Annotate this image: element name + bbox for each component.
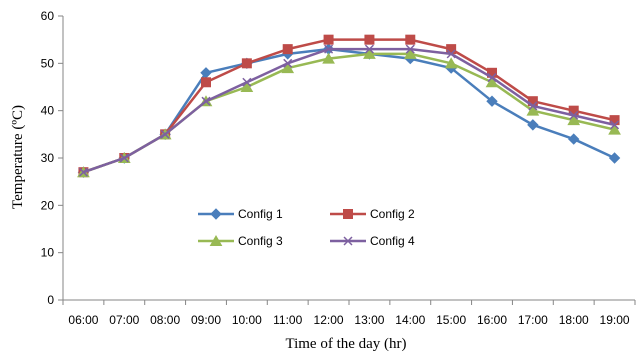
x-tick-label: 12:00 <box>314 313 344 327</box>
x-axis-title: Time of the day (hr) <box>285 336 406 352</box>
data-point-config-3 <box>322 52 335 64</box>
data-point-config-2 <box>241 58 252 69</box>
x-tick-label: 11:00 <box>273 313 302 327</box>
x-tick-label: 19:00 <box>600 313 630 327</box>
x-tick-label: 18:00 <box>559 313 589 327</box>
legend-label-config-4: Config 4 <box>370 234 415 248</box>
series-config-4 <box>78 44 620 177</box>
data-point-config-2 <box>282 44 293 55</box>
y-axis-title: Temperature (ºC) <box>10 105 26 209</box>
x-tick-labels: 06:00 07:00 08:00 09:00 10:00 11:00 12:00 13:00… <box>68 313 629 327</box>
data-point-config-3 <box>403 47 417 59</box>
series-config-1 <box>77 43 621 178</box>
data-point-config-4 <box>324 44 334 54</box>
data-point-config-4 <box>405 44 415 54</box>
data-point-config-3 <box>240 81 254 92</box>
data-point-config-1 <box>486 95 498 107</box>
data-point-config-2 <box>364 34 375 45</box>
data-point-config-3 <box>567 114 581 126</box>
y-tick-label: 10 <box>41 246 55 260</box>
series-group <box>77 34 621 178</box>
data-point-config-4 <box>364 44 374 54</box>
series-config-3 <box>77 47 621 178</box>
legend-marker-config-1 <box>210 208 222 220</box>
data-point-config-1 <box>608 152 621 164</box>
axes <box>58 15 636 305</box>
x-tick-label: 08:00 <box>150 313 180 327</box>
data-point-config-4 <box>569 110 579 120</box>
data-point-config-4 <box>487 73 497 83</box>
legend-label-config-3: Config 3 <box>238 234 283 248</box>
data-point-config-4 <box>119 153 129 163</box>
legend: Config 1 Config 2 Config 3 Config 4 <box>198 207 415 248</box>
x-tick-label: 10:00 <box>232 313 262 327</box>
data-point-config-2 <box>201 77 211 88</box>
legend-item-config-4: Config 4 <box>330 234 415 248</box>
data-point-config-4 <box>610 120 620 130</box>
legend-item-config-2: Config 2 <box>330 207 415 221</box>
data-point-config-4 <box>283 58 293 68</box>
data-point-config-3 <box>485 76 499 88</box>
x-tick-label: 09:00 <box>191 313 221 327</box>
x-tick-label: 16:00 <box>477 313 507 327</box>
data-point-config-4 <box>528 101 538 111</box>
y-tick-label: 30 <box>41 151 55 165</box>
data-point-config-2 <box>405 34 416 45</box>
data-point-config-3 <box>608 123 621 135</box>
y-tick-label: 20 <box>41 198 55 212</box>
data-point-config-4 <box>446 49 456 59</box>
y-tick-label: 0 <box>47 293 54 307</box>
legend-marker-config-2 <box>343 209 353 219</box>
data-point-config-4 <box>78 167 88 177</box>
data-point-config-3 <box>363 47 376 59</box>
x-tick-label: 13:00 <box>354 313 384 327</box>
data-point-config-2 <box>323 34 334 45</box>
legend-label-config-1: Config 1 <box>238 207 283 221</box>
x-tick-label: 17:00 <box>518 313 548 327</box>
legend-marker-config-4 <box>343 236 353 246</box>
legend-label-config-2: Config 2 <box>370 207 415 221</box>
y-tick-labels: 0 10 20 30 40 50 60 <box>41 9 55 307</box>
data-point-config-4 <box>160 129 170 139</box>
data-point-config-4 <box>242 77 252 87</box>
legend-marker-config-3 <box>209 235 223 246</box>
y-tick-label: 40 <box>41 104 55 118</box>
x-tick-label: 07:00 <box>109 313 139 327</box>
x-tick-label: 14:00 <box>395 313 425 327</box>
legend-item-config-1: Config 1 <box>198 207 283 221</box>
data-point-config-1 <box>527 119 539 131</box>
legend-item-config-3: Config 3 <box>198 234 283 248</box>
series-line-config-2 <box>83 38 615 174</box>
data-point-config-3 <box>281 62 295 74</box>
data-point-config-4 <box>201 96 211 106</box>
data-point-config-1 <box>568 133 580 145</box>
data-point-config-3 <box>444 57 458 69</box>
x-tick-label: 06:00 <box>68 313 98 327</box>
data-point-config-3 <box>526 104 540 116</box>
y-tick-label: 60 <box>41 9 55 23</box>
x-tick-label: 15:00 <box>436 313 466 327</box>
y-tick-label: 50 <box>41 56 55 70</box>
series-line-config-4 <box>83 47 615 174</box>
